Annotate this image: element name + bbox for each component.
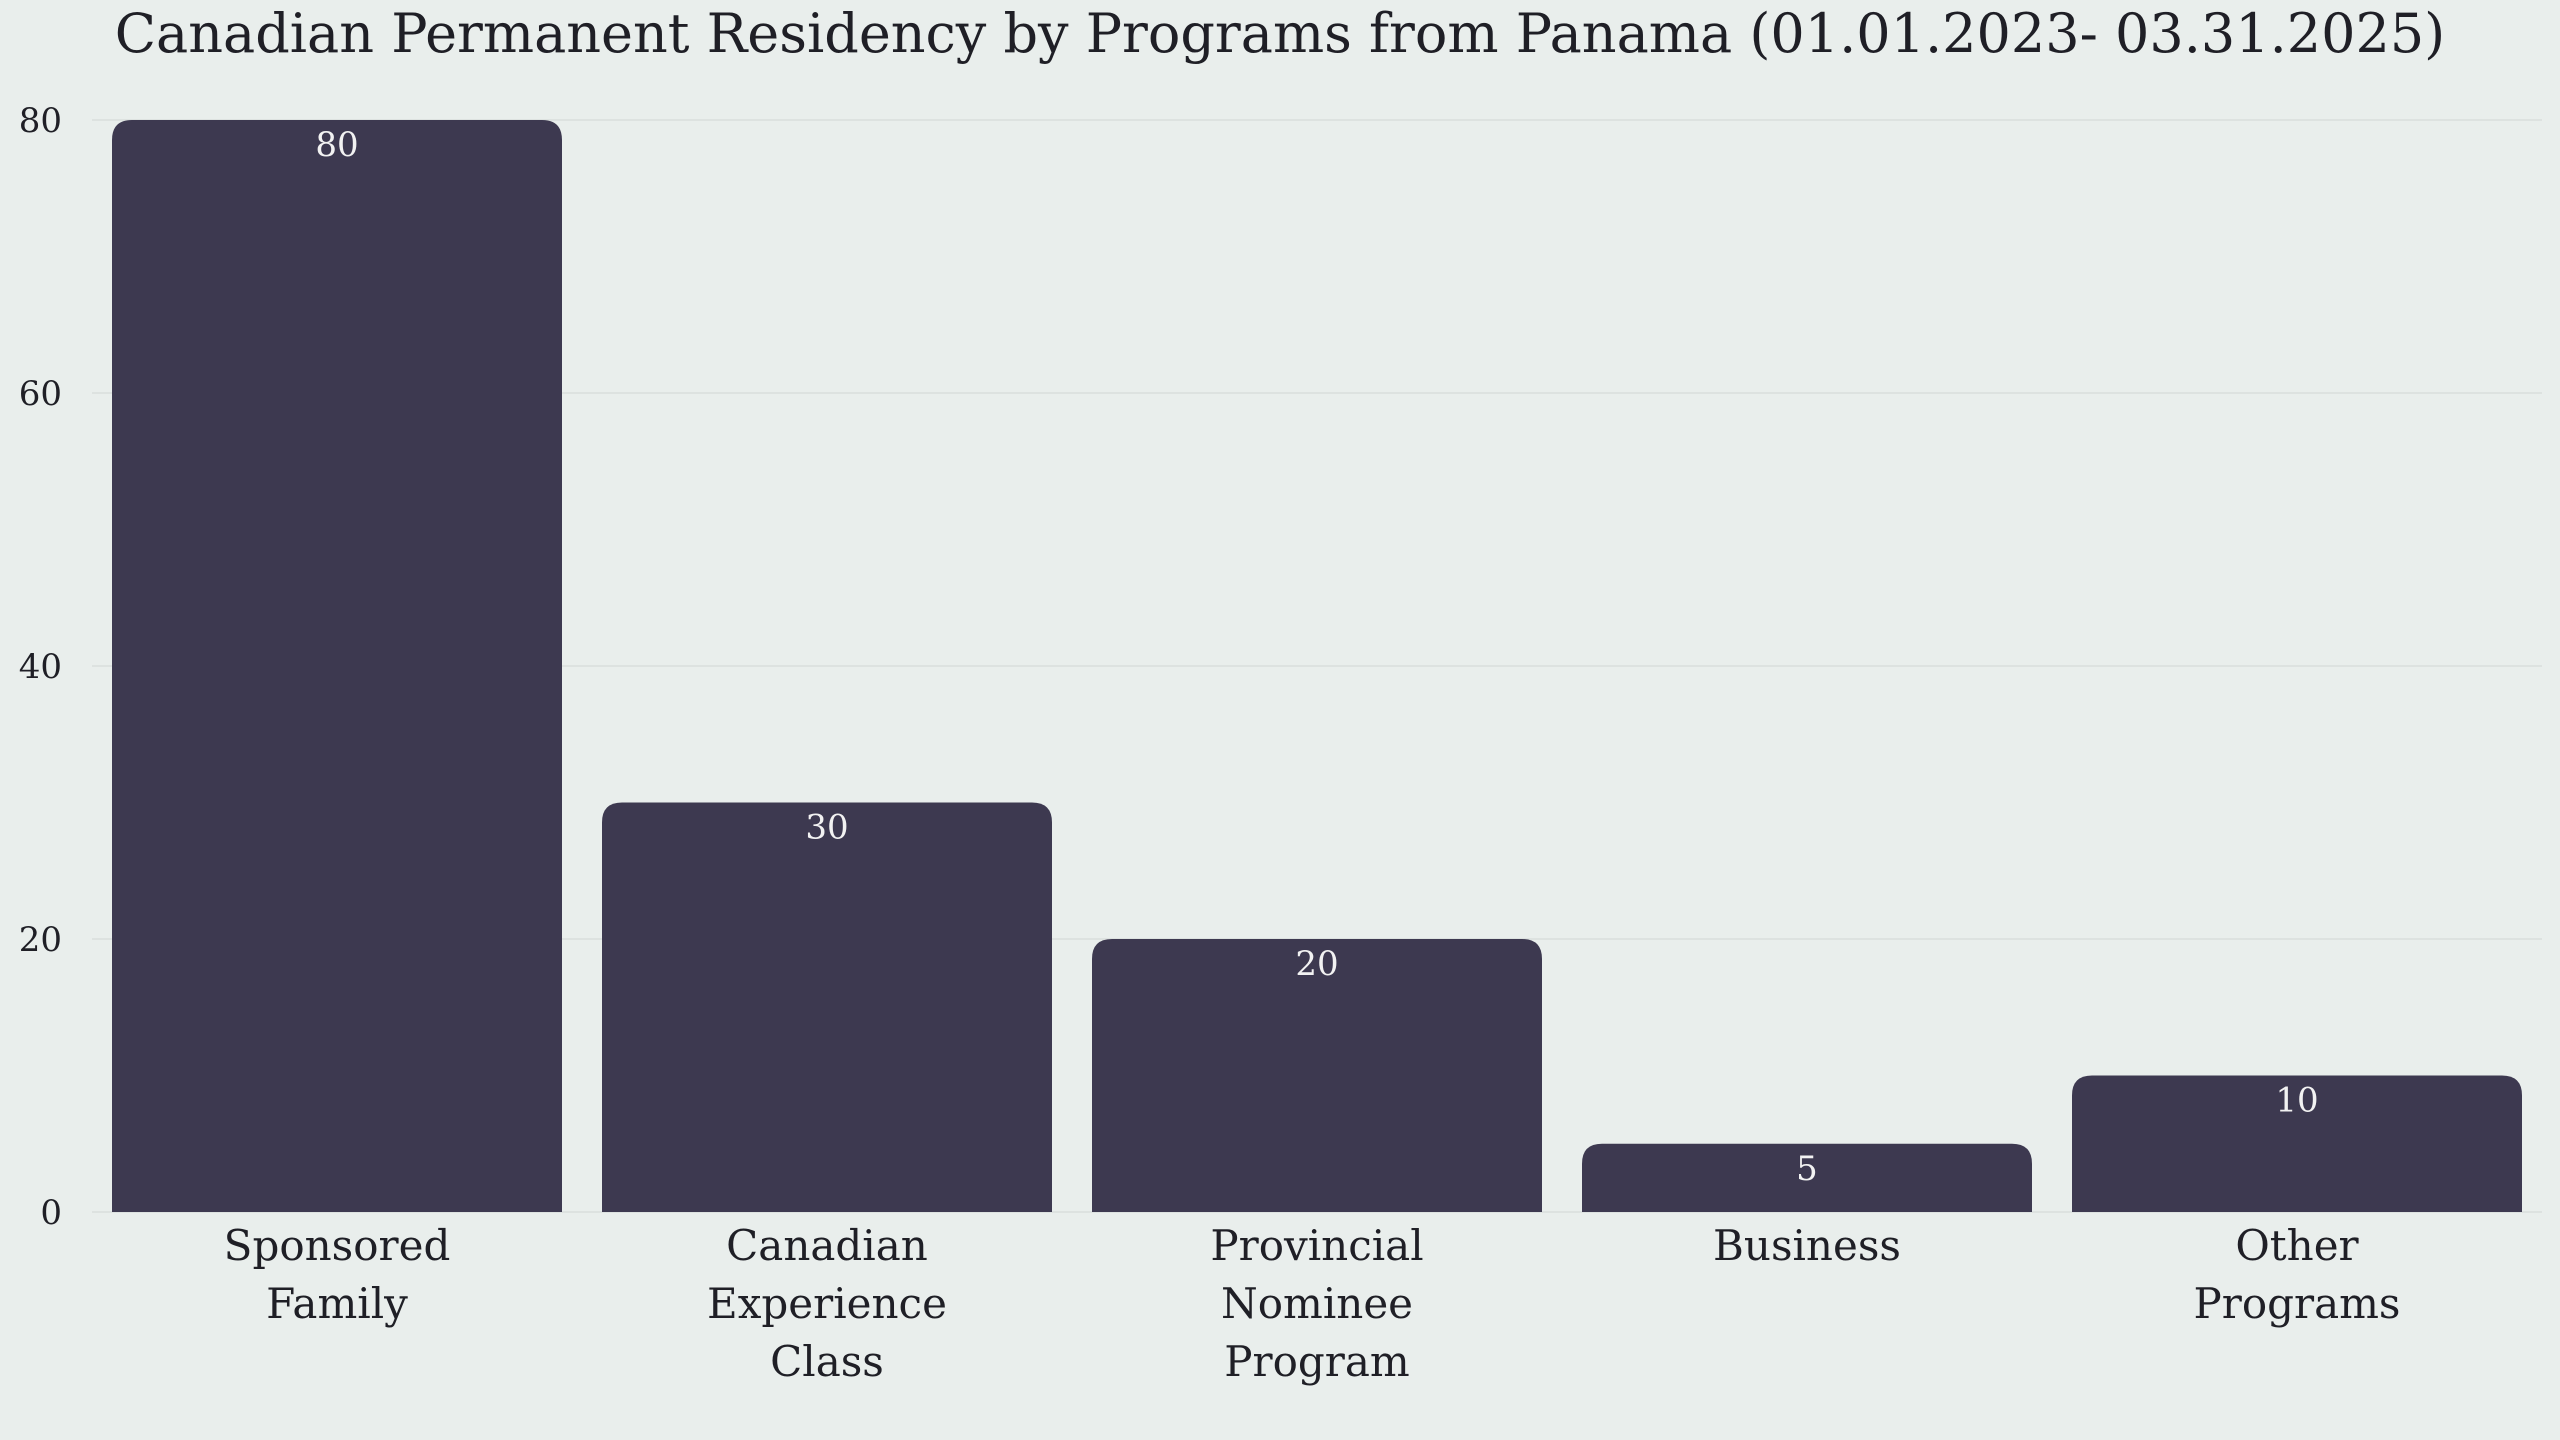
y-tick-label: 20: [19, 920, 62, 960]
data-label: 20: [1295, 944, 1338, 984]
data-label: 10: [2275, 1081, 2318, 1121]
bar: [112, 120, 562, 1212]
x-axis: Sponsored Family Canadian Experience Class Pr…: [224, 1221, 2401, 1386]
y-tick-label: 80: [19, 101, 62, 141]
bar: [2072, 1075, 2522, 1212]
x-tick-label: Business: [1713, 1221, 1901, 1270]
x-tick-label: Provincial Nominee Program: [1210, 1221, 1423, 1386]
x-tick-label: Sponsored Family: [224, 1221, 451, 1328]
y-tick-label: 40: [19, 647, 62, 687]
data-label: 30: [805, 808, 848, 848]
bar: [1092, 939, 1542, 1212]
bar: [602, 802, 1052, 1212]
y-tick-label: 0: [40, 1193, 62, 1233]
x-tick-label: Canadian Experience Class: [707, 1221, 947, 1386]
data-label: 80: [315, 125, 358, 165]
data-labels: 80 30 20 5 10: [315, 125, 2318, 1189]
chart-title: Canadian Permanent Residency by Programs…: [115, 2, 2446, 65]
bar: [1582, 1143, 2032, 1212]
x-tick-label: Other Programs: [2193, 1221, 2400, 1328]
data-label: 5: [1796, 1149, 1818, 1189]
bars: [112, 120, 2522, 1212]
y-axis: 0 20 40 60 80: [19, 101, 62, 1233]
y-tick-label: 60: [19, 374, 62, 414]
